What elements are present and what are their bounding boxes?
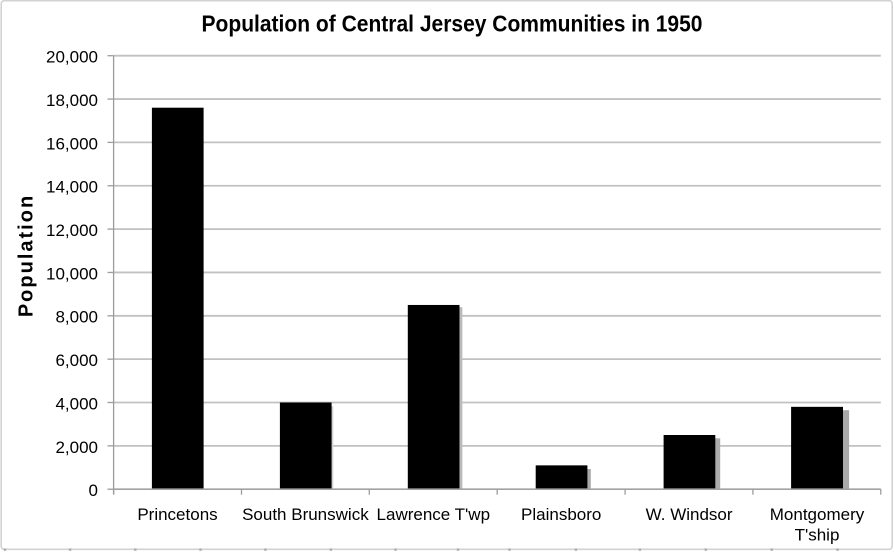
svg-text:W. Windsor: W. Windsor <box>646 505 733 524</box>
svg-text:T'ship: T'ship <box>795 526 840 545</box>
svg-text:2,000: 2,000 <box>55 438 98 457</box>
svg-text:4,000: 4,000 <box>55 394 98 413</box>
svg-text:Princetons: Princetons <box>137 505 217 524</box>
svg-text:8,000: 8,000 <box>55 308 98 327</box>
svg-text:20,000: 20,000 <box>46 48 98 67</box>
svg-text:0: 0 <box>89 481 98 500</box>
svg-text:Montgomery: Montgomery <box>770 505 865 524</box>
svg-text:16,000: 16,000 <box>46 134 98 153</box>
svg-text:South Brunswick: South Brunswick <box>242 505 369 524</box>
svg-text:Lawrence T'wp: Lawrence T'wp <box>377 505 491 524</box>
svg-text:18,000: 18,000 <box>46 91 98 110</box>
svg-text:6,000: 6,000 <box>55 351 98 370</box>
svg-text:12,000: 12,000 <box>46 221 98 240</box>
svg-text:14,000: 14,000 <box>46 178 98 197</box>
svg-text:Population of Central Jersey C: Population of Central Jersey Communities… <box>202 11 703 37</box>
svg-text:10,000: 10,000 <box>46 264 98 283</box>
svg-text:Plainsboro: Plainsboro <box>521 505 601 524</box>
svg-text:Population: Population <box>16 194 38 317</box>
